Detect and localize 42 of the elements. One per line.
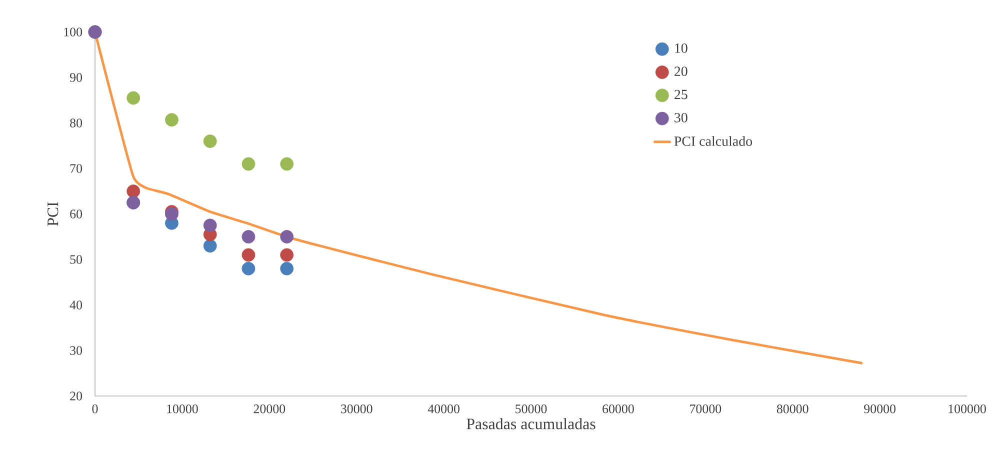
x-tick-label: 40000	[428, 404, 460, 414]
point	[242, 157, 256, 171]
y-tick-label: 40	[70, 300, 82, 310]
point	[280, 248, 294, 262]
y-tick-label: 20	[70, 392, 82, 400]
y-tick-label: 50	[70, 255, 82, 264]
x-tick-label: 0	[92, 404, 98, 414]
legend-label: 10	[675, 43, 688, 53]
point	[203, 239, 217, 253]
x-tick-label: 100000	[948, 404, 986, 414]
point	[203, 218, 217, 232]
point	[242, 262, 256, 276]
x-tick-label: 30000	[341, 404, 372, 414]
x-tick-label: 50000	[516, 404, 547, 414]
point	[165, 207, 178, 221]
y-tick-label: 100	[64, 28, 82, 36]
legend-label: 25	[674, 90, 688, 100]
x-tick-label: 20000	[254, 404, 286, 414]
y-tick-label: 30	[70, 346, 82, 355]
point	[280, 230, 294, 244]
y-tick-label: 60	[70, 210, 82, 218]
point	[203, 134, 217, 148]
x-tick-label: 80000	[776, 404, 808, 414]
x-axis-title: Pasadas acumuladas	[466, 418, 596, 430]
point	[126, 184, 140, 198]
legend-label: 20	[674, 66, 688, 76]
x-tick-label: 70000	[690, 404, 722, 414]
point	[280, 157, 294, 171]
point	[165, 113, 178, 127]
y-tick-label: 80	[70, 118, 82, 128]
y-tick-label: 90	[70, 73, 82, 82]
x-tick-label: 60000	[602, 404, 634, 414]
point	[242, 230, 256, 244]
legend-label: 30	[674, 112, 688, 122]
legend-label: PCI calculado	[674, 136, 752, 146]
x-tick-label: 90000	[864, 404, 896, 414]
y-tick-label: 70	[70, 164, 82, 173]
point	[126, 91, 140, 105]
x-tick-label: 10000	[167, 404, 198, 414]
point	[242, 248, 256, 262]
y-axis-title: PCI	[48, 202, 58, 226]
point	[280, 262, 294, 276]
